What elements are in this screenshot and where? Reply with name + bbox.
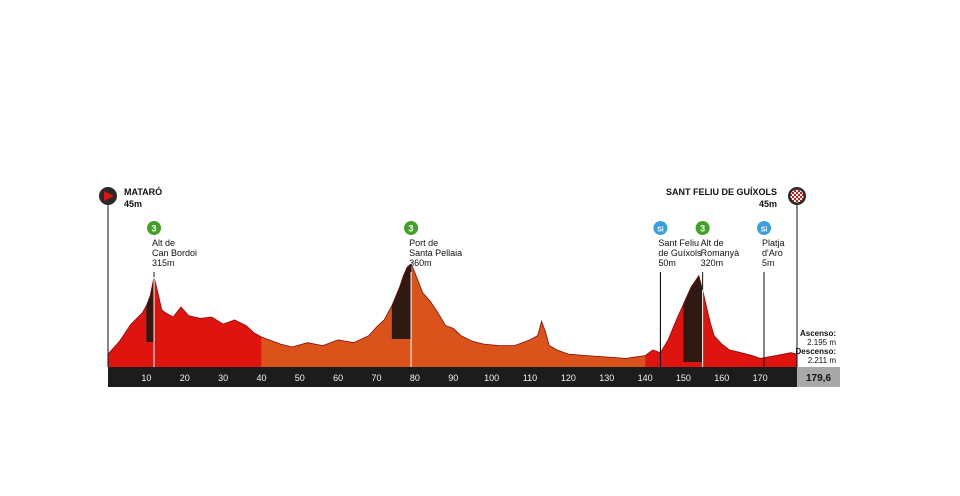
x-tick-label: 80 — [410, 373, 420, 383]
climb-shading — [391, 264, 412, 339]
marker-label-line: Platja — [762, 238, 785, 248]
marker-label-line: Port de — [409, 238, 438, 248]
profile-segment-orange — [261, 264, 646, 367]
marker-label-line: Alt de — [152, 238, 175, 248]
marker-label-line: 50m — [658, 258, 676, 268]
play-icon — [104, 191, 114, 201]
x-tick-label: 170 — [753, 373, 768, 383]
distance-axis-bar — [108, 367, 797, 387]
x-tick-label: 30 — [218, 373, 228, 383]
ascent-descent-info: Ascenso: 2.195 m Descenso: 2.211 m — [796, 329, 837, 365]
ascent-label: Ascenso: — [800, 329, 836, 338]
marker-label-line: Romanyà — [701, 248, 740, 258]
badge-label: 3 — [409, 224, 414, 234]
profile-outline — [107, 263, 798, 359]
x-tick-label: 100 — [484, 373, 499, 383]
marker-label-line: Alt de — [701, 238, 724, 248]
climb-shading — [683, 264, 703, 362]
x-tick-label: 120 — [561, 373, 576, 383]
descent-value: 2.211 m — [808, 356, 837, 365]
start-marker: MATARÓ 45m — [99, 186, 162, 209]
x-tick-label: 130 — [599, 373, 614, 383]
x-tick-label: 10 — [141, 373, 151, 383]
marker-label-line: 320m — [701, 258, 724, 268]
checkered-flag-icon — [790, 189, 804, 203]
total-distance-label: 179,6 — [806, 373, 831, 384]
ascent-value: 2.195 m — [807, 338, 836, 347]
x-tick-label: 60 — [333, 373, 343, 383]
x-tick-label: 70 — [372, 373, 382, 383]
finish-town-name: SANT FELIU DE GUÍXOLS — [666, 187, 777, 197]
x-tick-label: 20 — [180, 373, 190, 383]
start-elevation: 45m — [124, 199, 142, 209]
x-tick-label: 150 — [676, 373, 691, 383]
marker-label-line: d'Aro — [762, 248, 783, 258]
marker-label-line: Santa Pellaia — [409, 248, 462, 258]
x-tick-labels: 10 20 30 40 50 60 70 80 90 100 110 120 130 140 150 160 1… — [141, 373, 767, 383]
finish-elevation: 45m — [759, 199, 777, 209]
climb-category-badge-icon — [695, 221, 710, 235]
marker-label-line: 5m — [762, 258, 775, 268]
x-tick-label: 160 — [714, 373, 729, 383]
badge-label: 3 — [152, 224, 157, 234]
badge-label: Si — [657, 227, 664, 234]
sprint-badge-icon — [653, 221, 668, 235]
marker-label-line: 360m — [409, 258, 432, 268]
climb-shading — [146, 264, 155, 342]
profile-segment-red — [108, 264, 262, 367]
marker-label-line: Sant Feliu — [658, 238, 699, 248]
x-tick-label: 50 — [295, 373, 305, 383]
total-distance-box — [797, 367, 840, 387]
sprint-badge-icon — [757, 221, 772, 235]
descent-label: Descenso: — [796, 347, 836, 356]
marker-label-line: 315m — [152, 258, 175, 268]
x-tick-label: 140 — [638, 373, 653, 383]
climb-category-badge-icon — [404, 221, 419, 235]
marker-label-line: Can Bordoi — [152, 248, 197, 258]
x-tick-label: 90 — [448, 373, 458, 383]
badge-label: Si — [761, 227, 768, 234]
finish-marker: SANT FELIU DE GUÍXOLS 45m — [666, 187, 806, 209]
climb-category-badge-icon — [147, 221, 162, 235]
x-tick-label: 110 — [523, 373, 537, 383]
marker-label-line: de Guíxols — [658, 248, 702, 258]
x-tick-label: 40 — [256, 373, 266, 383]
start-town-name: MATARÓ — [124, 186, 162, 197]
badge-label: 3 — [700, 224, 705, 234]
